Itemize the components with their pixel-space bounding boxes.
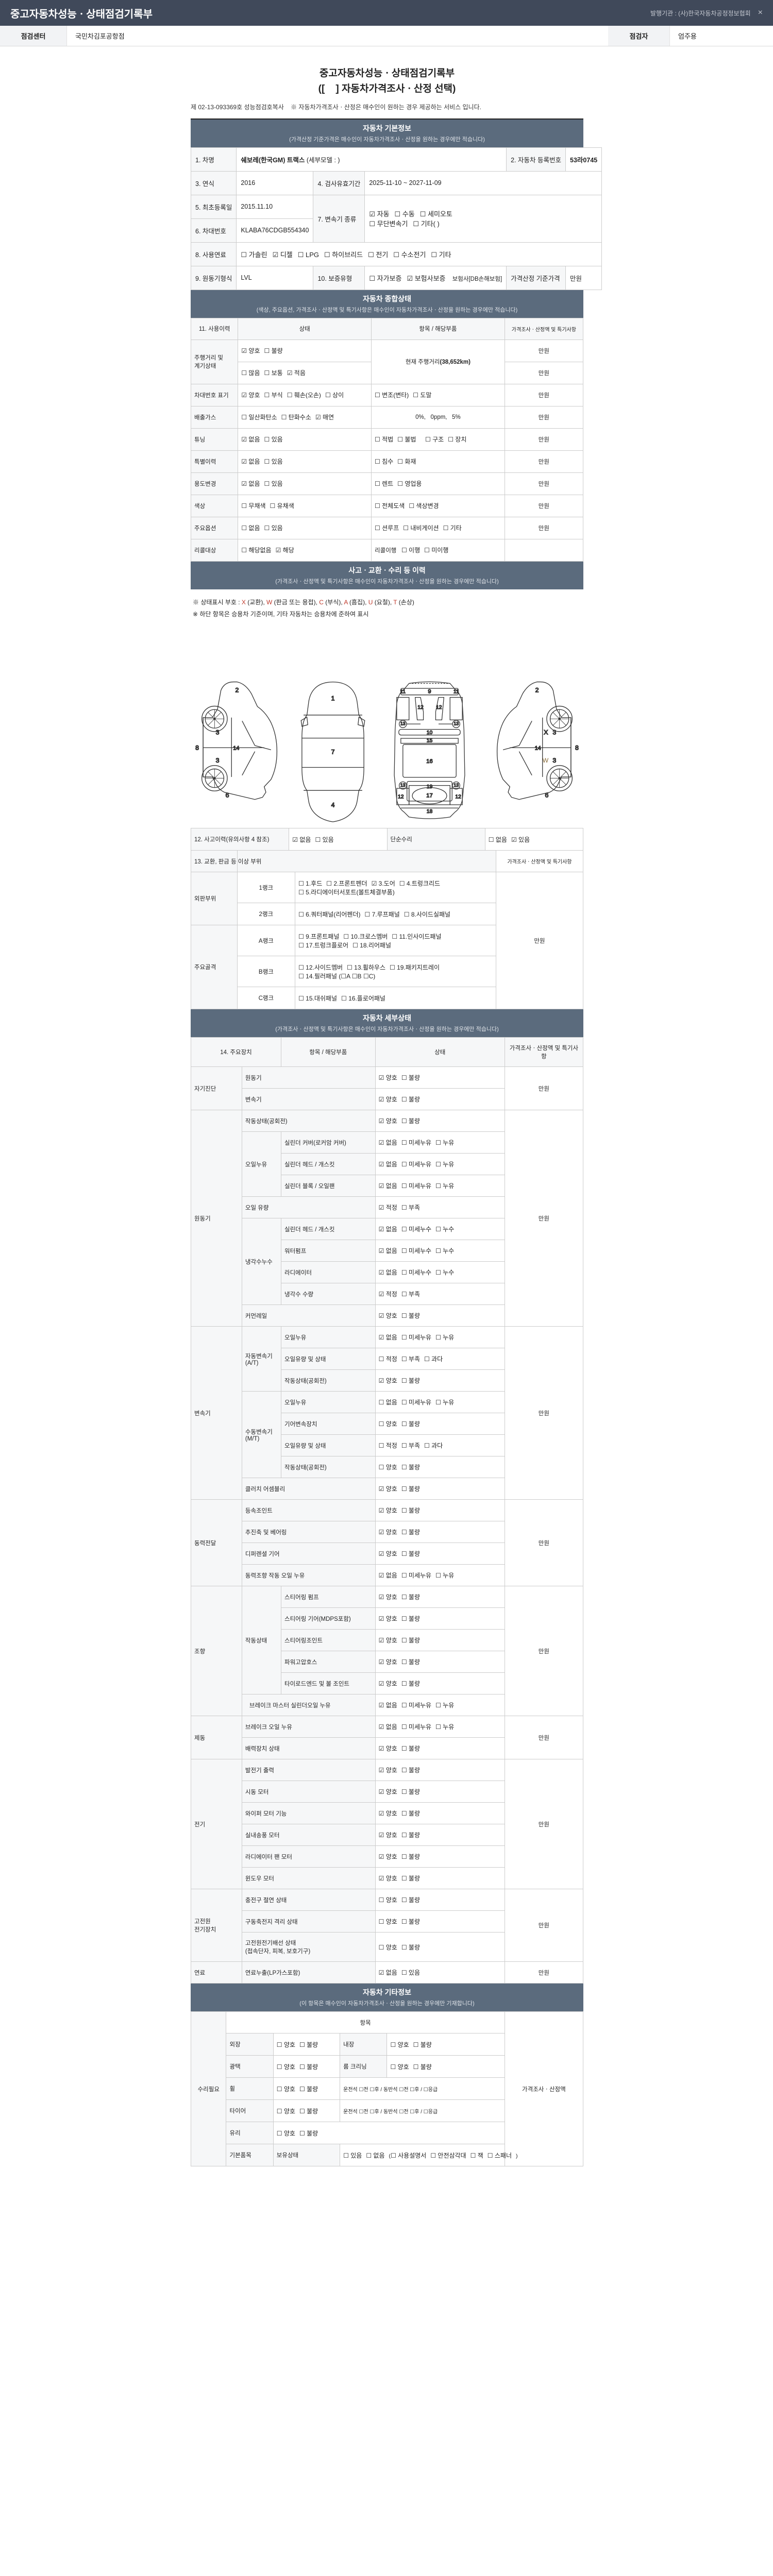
svg-text:8: 8 [195, 744, 199, 752]
svg-text:11: 11 [400, 689, 406, 695]
svg-text:8: 8 [575, 744, 579, 752]
svg-text:10: 10 [427, 731, 433, 736]
svg-text:W: W [543, 757, 549, 764]
svg-text:16: 16 [427, 758, 433, 765]
svg-text:1: 1 [331, 695, 334, 702]
svg-text:11: 11 [453, 689, 459, 695]
svg-text:6: 6 [545, 792, 549, 799]
svg-text:13: 13 [400, 721, 406, 726]
svg-text:7: 7 [331, 749, 334, 756]
svg-text:X: X [544, 729, 548, 736]
svg-text:3: 3 [552, 757, 556, 764]
svg-text:13: 13 [400, 783, 406, 788]
svg-text:18: 18 [427, 809, 433, 815]
svg-text:6: 6 [226, 792, 229, 799]
svg-text:12: 12 [436, 705, 442, 710]
svg-text:4: 4 [331, 802, 334, 809]
svg-text:2: 2 [236, 687, 239, 694]
svg-text:9: 9 [428, 689, 431, 695]
svg-text:13: 13 [454, 721, 459, 726]
svg-text:12: 12 [418, 705, 424, 710]
svg-text:14: 14 [535, 745, 541, 752]
svg-text:2: 2 [535, 687, 539, 694]
svg-text:3: 3 [216, 757, 220, 764]
svg-text:13: 13 [454, 783, 459, 788]
svg-text:14: 14 [233, 745, 239, 752]
svg-text:3: 3 [552, 729, 556, 736]
svg-text:15: 15 [427, 738, 433, 744]
svg-text:19: 19 [427, 785, 433, 790]
svg-text:12: 12 [456, 794, 462, 800]
svg-text:12: 12 [398, 794, 404, 800]
svg-text:17: 17 [427, 793, 433, 799]
svg-text:3: 3 [216, 729, 220, 736]
